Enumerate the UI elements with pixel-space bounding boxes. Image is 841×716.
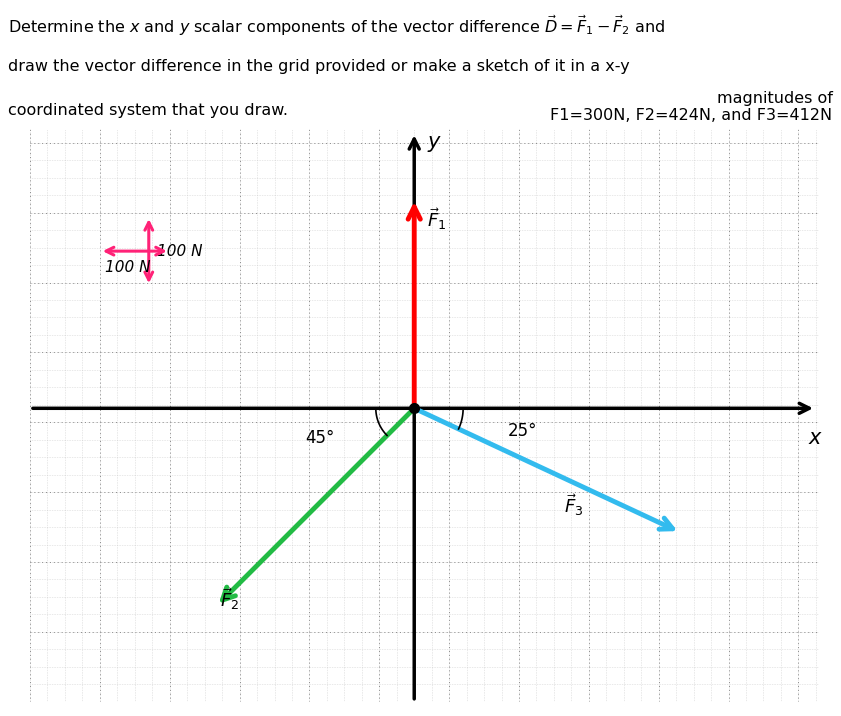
Text: $y$: $y$ <box>426 135 442 155</box>
Text: 100 N: 100 N <box>157 243 203 258</box>
Text: Determine the $x$ and $y$ scalar components of the vector difference $\vec{D} = : Determine the $x$ and $y$ scalar compone… <box>8 14 666 38</box>
Text: 25°: 25° <box>508 422 537 440</box>
Text: coordinated system that you draw.: coordinated system that you draw. <box>8 102 288 117</box>
Text: $\vec{F}_2$: $\vec{F}_2$ <box>220 586 240 612</box>
Text: magnitudes of
F1=300N, F2=424N, and F3=412N: magnitudes of F1=300N, F2=424N, and F3=4… <box>551 91 833 123</box>
Text: $x$: $x$ <box>808 428 823 448</box>
Text: $\vec{F}_3$: $\vec{F}_3$ <box>564 492 584 518</box>
Text: 100 N: 100 N <box>105 259 151 274</box>
Text: draw the vector difference in the grid provided or make a sketch of it in a x-y: draw the vector difference in the grid p… <box>8 59 630 74</box>
Text: $\vec{F}_1$: $\vec{F}_1$ <box>426 205 447 231</box>
Text: 45°: 45° <box>305 429 335 447</box>
